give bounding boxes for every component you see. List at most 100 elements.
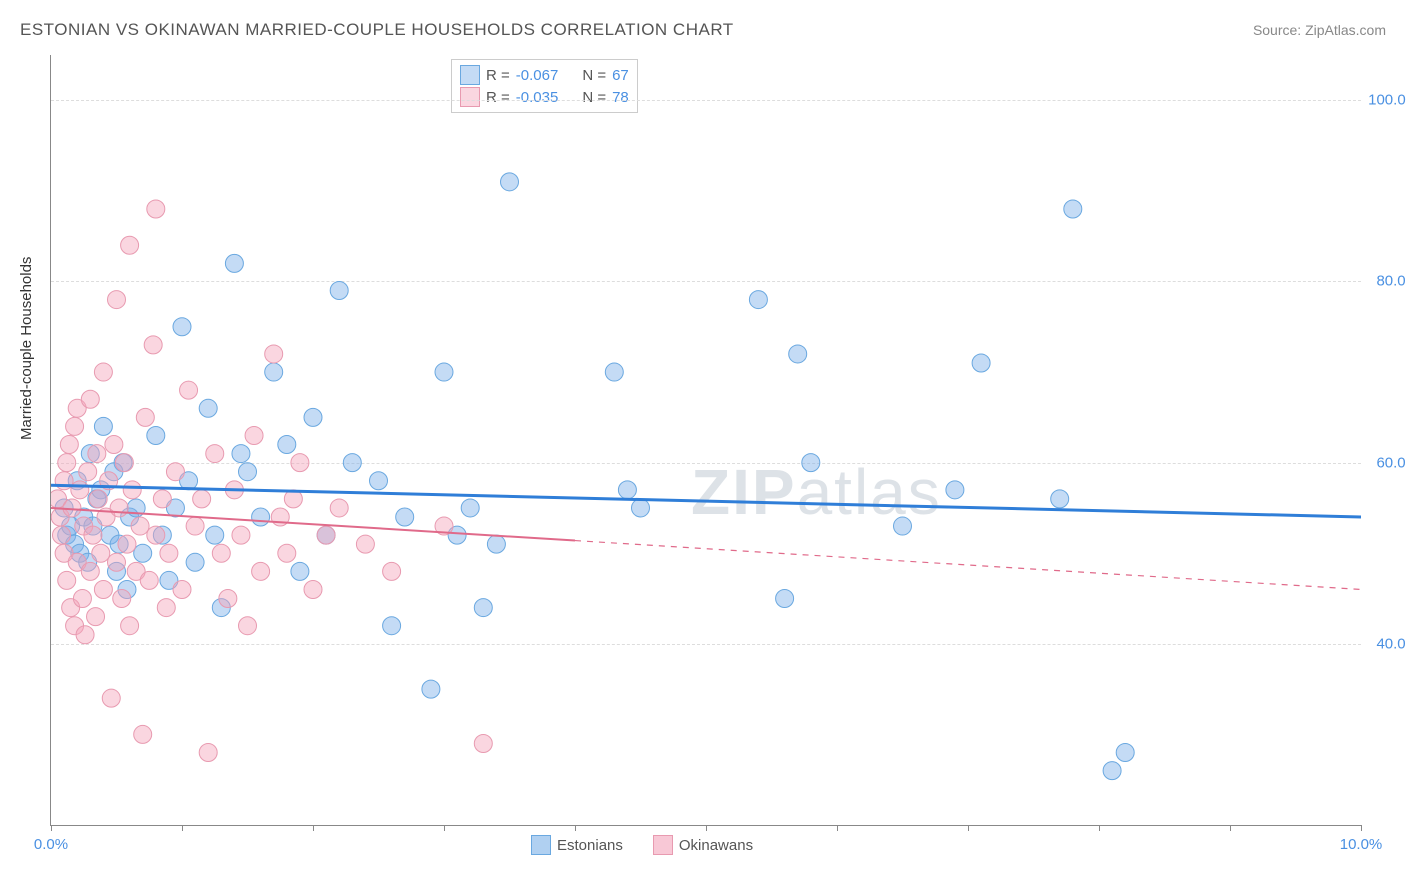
data-point — [73, 590, 91, 608]
data-point — [166, 463, 184, 481]
data-point — [605, 363, 623, 381]
data-point — [118, 535, 136, 553]
data-point — [121, 236, 139, 254]
data-point — [81, 562, 99, 580]
data-point — [422, 680, 440, 698]
data-point — [225, 254, 243, 272]
data-point — [193, 490, 211, 508]
data-point — [232, 445, 250, 463]
data-point — [94, 417, 112, 435]
data-point — [160, 544, 178, 562]
data-point — [60, 436, 78, 454]
data-point — [461, 499, 479, 517]
x-tick — [182, 825, 183, 831]
data-point — [1103, 762, 1121, 780]
data-point — [58, 454, 76, 472]
data-point — [136, 408, 154, 426]
data-point — [278, 436, 296, 454]
data-point — [199, 744, 217, 762]
legend-swatch — [531, 835, 551, 855]
y-tick-label: 40.0% — [1376, 635, 1406, 652]
data-point — [105, 436, 123, 454]
data-point — [113, 590, 131, 608]
trend-line — [51, 485, 1361, 517]
data-point — [474, 599, 492, 617]
data-point — [87, 608, 105, 626]
data-point — [501, 173, 519, 191]
data-point — [245, 426, 263, 444]
data-point — [946, 481, 964, 499]
trend-line-dashed — [575, 541, 1361, 590]
data-point — [88, 445, 106, 463]
data-point — [52, 526, 70, 544]
data-point — [291, 562, 309, 580]
data-point — [1064, 200, 1082, 218]
data-point — [265, 345, 283, 363]
data-point — [632, 499, 650, 517]
legend-item: Estonians — [531, 835, 623, 855]
data-point — [206, 445, 224, 463]
data-point — [383, 562, 401, 580]
data-point — [330, 282, 348, 300]
data-point — [134, 725, 152, 743]
data-point — [66, 417, 84, 435]
data-point — [1116, 744, 1134, 762]
data-point — [108, 291, 126, 309]
data-point — [219, 590, 237, 608]
x-tick — [575, 825, 576, 831]
data-point — [115, 454, 133, 472]
data-point — [144, 336, 162, 354]
chart-title: ESTONIAN VS OKINAWAN MARRIED-COUPLE HOUS… — [20, 20, 734, 40]
data-point — [291, 454, 309, 472]
data-point — [252, 562, 270, 580]
data-point — [343, 454, 361, 472]
x-tick — [837, 825, 838, 831]
data-point — [265, 363, 283, 381]
data-point — [278, 544, 296, 562]
data-point — [94, 363, 112, 381]
data-point — [71, 481, 89, 499]
data-point — [79, 463, 97, 481]
data-point — [776, 590, 794, 608]
y-axis-title: Married-couple Households — [18, 257, 35, 440]
x-tick — [1361, 825, 1362, 831]
data-point — [140, 571, 158, 589]
data-point — [789, 345, 807, 363]
data-point — [89, 490, 107, 508]
y-tick-label: 80.0% — [1376, 273, 1406, 290]
data-point — [173, 318, 191, 336]
data-point — [239, 463, 257, 481]
legend-label: Estonians — [557, 837, 623, 854]
data-point — [802, 454, 820, 472]
data-point — [317, 526, 335, 544]
data-point — [147, 426, 165, 444]
scatter-plot: ZIPatlas R = -0.067N = 67R = -0.035N = 7… — [50, 55, 1361, 826]
x-tick — [313, 825, 314, 831]
data-point — [232, 526, 250, 544]
data-point — [474, 734, 492, 752]
data-point — [102, 689, 120, 707]
data-point — [749, 291, 767, 309]
data-point — [108, 553, 126, 571]
data-point — [383, 617, 401, 635]
legend-series: Estonians Okinawans — [531, 835, 753, 855]
data-point — [180, 381, 198, 399]
data-point — [58, 571, 76, 589]
data-point — [487, 535, 505, 553]
data-point — [110, 499, 128, 517]
x-tick-label: 10.0% — [1340, 836, 1383, 853]
data-point — [370, 472, 388, 490]
data-point — [304, 408, 322, 426]
data-point — [147, 200, 165, 218]
legend-label: Okinawans — [679, 837, 753, 854]
data-point — [396, 508, 414, 526]
x-tick-label: 0.0% — [34, 836, 68, 853]
data-point — [92, 544, 110, 562]
source-label: Source: ZipAtlas.com — [1253, 22, 1386, 38]
data-point — [356, 535, 374, 553]
x-tick — [1230, 825, 1231, 831]
data-point — [123, 481, 141, 499]
x-tick — [1099, 825, 1100, 831]
y-tick-label: 60.0% — [1376, 454, 1406, 471]
legend-item: Okinawans — [653, 835, 753, 855]
